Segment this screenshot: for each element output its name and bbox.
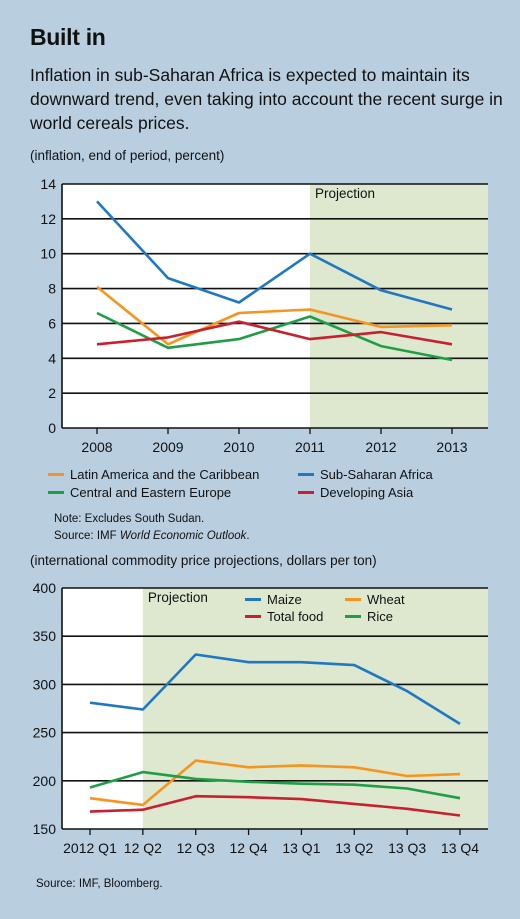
chart-title: Built in <box>30 24 106 50</box>
commodity-x-tick-label: 12 Q3 <box>177 840 215 856</box>
legend-swatch <box>245 598 261 602</box>
legend-label: Wheat <box>367 592 405 607</box>
legend-item-total-food: Total food <box>245 609 323 624</box>
commodity-x-tick-label: 13 Q4 <box>441 840 479 856</box>
legend-item-developing-asia: Developing Asia <box>298 485 413 500</box>
inflation-series-latin-america-and-the-caribbean <box>96 285 453 346</box>
inflation-y-tick-label: 14 <box>40 176 56 192</box>
inflation-y-tick-label: 10 <box>40 246 56 262</box>
commodity-projection-region <box>142 588 488 829</box>
legend-item-sub-saharan-africa: Sub-Saharan Africa <box>298 467 433 482</box>
commodity-y-tick-label: 300 <box>33 676 57 692</box>
commodity-x-tick-label: 13 Q1 <box>282 840 320 856</box>
commodity-series-maize <box>89 653 461 726</box>
commodity-x-tick-label: 12 Q4 <box>230 840 268 856</box>
source-italic: World Economic Outlook <box>119 530 247 542</box>
legend-label: Central and Eastern Europe <box>70 485 232 500</box>
commodity-y-tick-label: 200 <box>33 773 57 789</box>
legend-swatch <box>298 473 314 477</box>
legend-item-rice: Rice <box>345 609 393 624</box>
legend-label: Latin America and the Caribbean <box>70 467 260 482</box>
commodity-projection-label: Projection <box>148 590 208 605</box>
commodity-x-tick-label: 13 Q3 <box>388 840 426 856</box>
inflation-y-tick-label: 6 <box>48 315 56 331</box>
inflation-y-tick-label: 0 <box>48 420 56 436</box>
inflation-series-sub-saharan-africa <box>96 200 453 311</box>
inflation-x-tick-label: 2013 <box>436 439 467 455</box>
inflation-x-tick-label: 2009 <box>152 439 183 455</box>
legend-label: Rice <box>367 609 394 624</box>
legend-item-latin-america: Latin America and the Caribbean <box>48 467 259 482</box>
commodity-price-chart: Projection 150 200 250 300 350 400 2012 Q1 12 Q2… <box>33 580 488 856</box>
inflation-projection-label: Projection <box>315 186 375 201</box>
inflation-x-tick-label: 2008 <box>81 439 112 455</box>
commodity-y-tick-label: 400 <box>33 580 57 596</box>
source-imf-bloomberg: Source: IMF, Bloomberg. <box>36 878 163 890</box>
legend-label: Sub-Saharan Africa <box>320 467 433 482</box>
commodity-y-tick-label: 250 <box>33 725 57 741</box>
inflation-y-tick-label: 8 <box>48 281 56 297</box>
legend-swatch <box>48 473 64 477</box>
commodity-x-tick-label: 2012 Q1 <box>63 840 117 856</box>
legend-swatch <box>345 615 361 619</box>
inflation-y-tick-label: 4 <box>48 350 56 366</box>
legend-item-wheat: Wheat <box>345 592 405 607</box>
inflation-series-developing-asia <box>96 320 453 346</box>
source-suffix: . <box>246 530 250 542</box>
inflation-chart: Projection 0 2 4 6 8 10 12 14 2008 2009 2010 2011 201… <box>40 176 488 455</box>
legend-label: Developing Asia <box>320 485 414 500</box>
legend-label: Maize <box>267 592 302 607</box>
legend-swatch <box>245 615 261 619</box>
chart1-unit-label: (inflation, end of period, percent) <box>30 148 225 163</box>
legend-item-maize: Maize <box>245 592 302 607</box>
inflation-projection-region <box>310 184 488 428</box>
source-prefix: Source: IMF <box>54 530 120 542</box>
commodity-x-tick-label: 12 Q2 <box>124 840 162 856</box>
legend-swatch <box>48 491 64 495</box>
commodity-series-total-food <box>89 794 461 817</box>
source-imf-weo: Source: IMF World Economic Outlook. <box>54 530 250 542</box>
legend-swatch <box>298 491 314 495</box>
commodity-series-wheat <box>89 759 461 807</box>
inflation-x-tick-label: 2010 <box>223 439 254 455</box>
note-excludes: Note: Excludes South Sudan. <box>54 513 205 525</box>
legend-item-central-eastern-europe: Central and Eastern Europe <box>48 485 231 500</box>
commodity-y-tick-label: 350 <box>33 628 57 644</box>
inflation-series-central-and-eastern-europe <box>96 311 453 362</box>
inflation-y-tick-label: 12 <box>40 211 56 227</box>
inflation-x-tick-label: 2012 <box>365 439 396 455</box>
chart2-unit-label: (international commodity price projectio… <box>30 553 377 568</box>
commodity-y-tick-label: 150 <box>33 821 57 837</box>
commodity-x-tick-label: 13 Q2 <box>335 840 373 856</box>
commodity-series-rice <box>89 770 461 800</box>
chart-subtitle: Inflation in sub-Saharan Africa is expec… <box>30 65 503 133</box>
legend-swatch <box>345 598 361 602</box>
legend-label: Total food <box>267 609 324 624</box>
inflation-x-tick-label: 2011 <box>295 439 325 455</box>
inflation-y-tick-label: 2 <box>48 385 56 401</box>
